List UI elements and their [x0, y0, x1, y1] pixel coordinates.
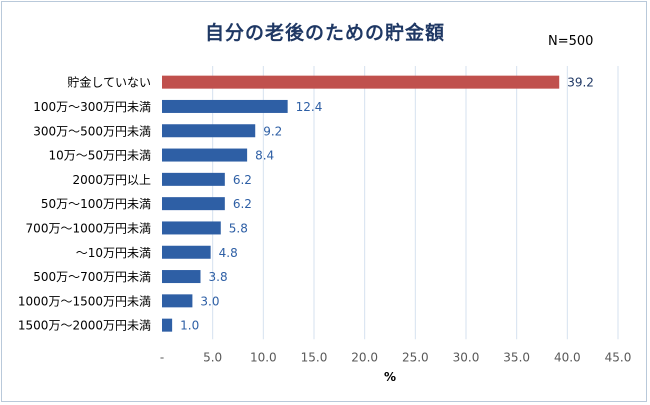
category-label: 100万～300万円未満 — [33, 100, 151, 114]
x-tick-label: 40.0 — [554, 350, 581, 364]
value-label: 3.8 — [209, 270, 228, 284]
category-label: 300万～500万円未満 — [33, 124, 151, 138]
bar — [162, 172, 225, 186]
value-label: 3.0 — [200, 294, 219, 308]
chart-title: 自分の老後のための貯金額 — [204, 22, 445, 44]
bar — [162, 124, 256, 138]
category-label: 700万～1000万円未満 — [26, 221, 151, 235]
category-labels: 貯金していない 100万～300万円未満 300万～500万円未満 10万～50万円未… — [18, 75, 151, 333]
value-labels: 39.212.49.28.46.26.25.84.83.83.01.0 — [180, 76, 594, 333]
x-tick-label: 45.0 — [605, 350, 632, 364]
value-label: 4.8 — [219, 246, 238, 260]
x-tick-label: 15.0 — [301, 350, 328, 364]
category-label: ～10万円未満 — [76, 246, 151, 260]
value-label: 5.8 — [229, 221, 248, 235]
category-label: 1500万～2000万円未満 — [18, 319, 151, 333]
bar — [162, 318, 173, 332]
value-label: 39.2 — [567, 76, 594, 90]
value-label: 12.4 — [296, 100, 323, 114]
bar — [162, 148, 248, 162]
category-label: 1000万～1500万円未満 — [18, 294, 151, 308]
bar — [162, 270, 201, 284]
value-label: 9.2 — [263, 124, 282, 138]
x-tick-label: 20.0 — [351, 350, 378, 364]
sample-size-label: N=500 — [548, 34, 594, 49]
bar — [162, 245, 211, 259]
bar — [162, 294, 193, 308]
x-tick-label: 35.0 — [503, 350, 530, 364]
x-tick-label: 5.0 — [203, 350, 222, 364]
bar — [162, 75, 560, 89]
x-tick-label: 30.0 — [453, 350, 480, 364]
value-label: 8.4 — [255, 149, 274, 163]
bar — [162, 197, 225, 211]
grid-lines — [212, 66, 619, 340]
value-label: 1.0 — [180, 319, 199, 333]
value-label: 6.2 — [233, 173, 252, 187]
category-label: 50万～100万円未満 — [41, 197, 151, 211]
category-label: 500万～700万円未満 — [33, 270, 151, 284]
bars — [162, 75, 560, 332]
category-label: 2000万円以上 — [72, 173, 151, 187]
x-tick-label: 10.0 — [250, 350, 277, 364]
bar — [162, 99, 288, 113]
x-tick-label: - — [160, 350, 164, 364]
bar — [162, 221, 221, 235]
x-tick-label: 25.0 — [402, 350, 429, 364]
x-tick-labels: - 5.0 10.0 15.0 20.0 25.0 30.0 35.0 40.0 45.0 — [160, 350, 632, 364]
category-label: 10万～50万円未満 — [48, 149, 151, 163]
x-axis-title: % — [384, 370, 396, 384]
value-label: 6.2 — [233, 197, 252, 211]
category-label: 貯金していない — [67, 75, 151, 90]
